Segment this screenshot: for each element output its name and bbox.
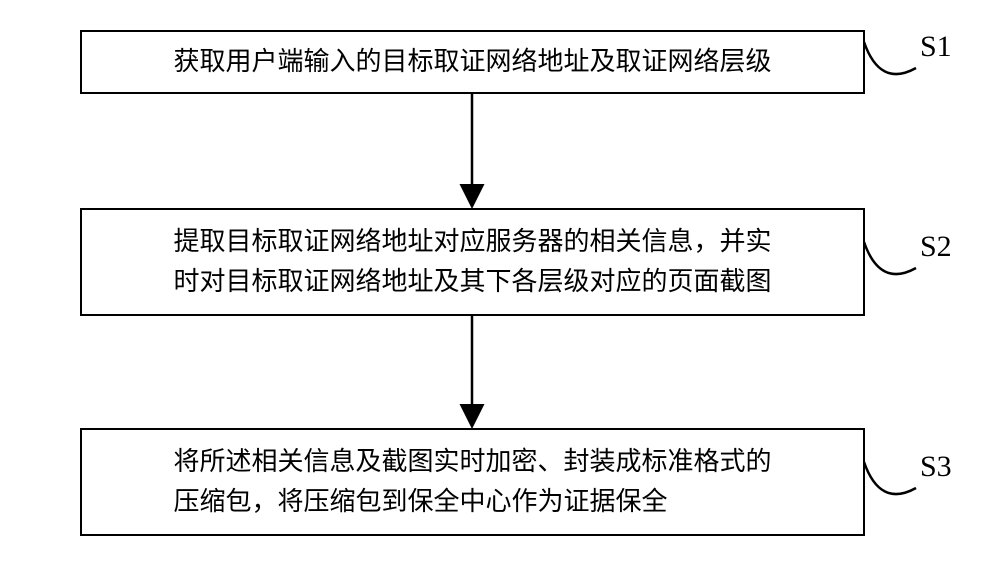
flow-node-s3: 将所述相关信息及截图实时加密、封装成标准格式的 压缩包，将压缩包到保全中心作为证… (80, 428, 865, 536)
label-arc-s3 (864, 462, 916, 494)
flow-node-s1: 获取用户端输入的目标取证网络地址及取证网络层级 (80, 30, 865, 94)
flow-node-s1-text: 获取用户端输入的目标取证网络地址及取证网络层级 (173, 42, 771, 82)
flow-node-s2-text: 提取目标取证网络地址对应服务器的相关信息，并实 时对目标取证网络地址及其下各层级… (173, 222, 771, 303)
flowchart-canvas: 获取用户端输入的目标取证网络地址及取证网络层级 S1 提取目标取证网络地址对应服… (0, 0, 1000, 564)
step-label-s2: S2 (920, 230, 952, 264)
label-arc-s1 (864, 42, 916, 74)
step-label-s3: S3 (920, 450, 952, 484)
flow-node-s3-text: 将所述相关信息及截图实时加密、封装成标准格式的 压缩包，将压缩包到保全中心作为证… (173, 442, 771, 523)
flow-node-s2: 提取目标取证网络地址对应服务器的相关信息，并实 时对目标取证网络地址及其下各层级… (80, 208, 865, 316)
label-arc-s2 (864, 242, 916, 274)
step-label-s1: S1 (920, 30, 952, 64)
